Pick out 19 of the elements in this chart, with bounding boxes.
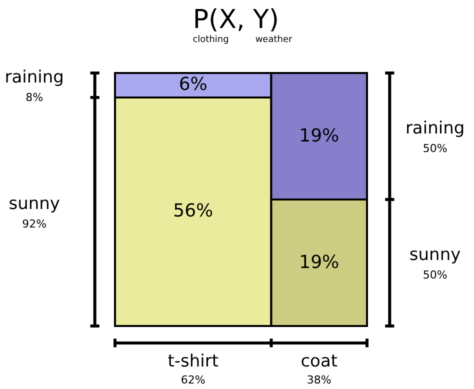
category-label: coat (300, 351, 338, 372)
category-label: t-shirt (168, 351, 219, 372)
text: weather (255, 34, 292, 45)
text: raining (4, 68, 64, 88)
text: clothing (192, 34, 229, 45)
text: 92% (22, 217, 47, 230)
data-label: 56% (173, 200, 214, 222)
text: 62% (180, 373, 206, 386)
text: 50% (422, 142, 448, 155)
data-label: 19% (299, 252, 340, 273)
text: sunny (8, 194, 60, 214)
text: sunny (409, 245, 461, 266)
data-label: 6% (178, 74, 208, 96)
text: P(X, Y) (192, 4, 280, 35)
text: raining (405, 118, 465, 139)
text: 8% (26, 90, 44, 104)
text: 38% (306, 373, 332, 386)
text: 50% (422, 268, 448, 282)
data-label: 19% (299, 125, 340, 146)
